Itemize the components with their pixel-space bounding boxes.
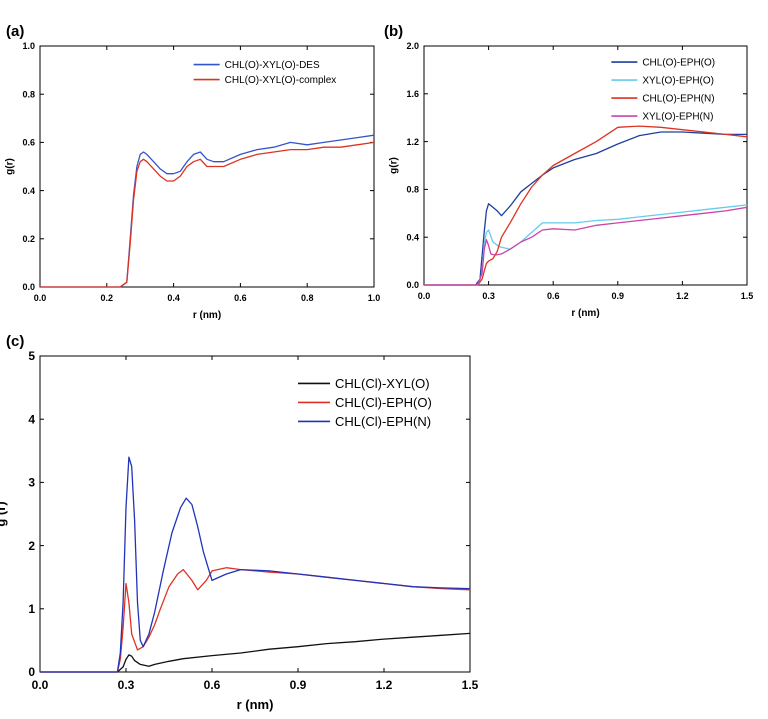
panel-c-series-line-1	[40, 567, 471, 673]
panel-c-plot-frame	[39, 355, 471, 673]
panel-c-x-tick-label: 0.6	[204, 678, 221, 692]
panel-c-chart: 0.0 0.3 0.6 0.9 1.2 1.5 0 1 2 3 4 5 r (nm) g (r) CHL(C…	[0, 349, 479, 712]
panel-c-y-axis-label: g (r)	[0, 501, 8, 526]
panel-b-y-tick-label: 1.6	[406, 89, 419, 99]
panel-a-x-tick-label: 0.0	[34, 293, 47, 303]
panel-b-x-tick-label: 1.5	[741, 291, 754, 301]
panel-a-x-axis-label: r (nm)	[193, 310, 221, 321]
panel-b-x-tick-label: 0.6	[547, 291, 560, 301]
panel-b-x-tick-label: 0.0	[418, 291, 431, 301]
panel-b-x-tick-label: 0.9	[612, 291, 625, 301]
panel-c-legend-label-1: CHL(Cl)-EPH(O)	[335, 395, 432, 410]
panel-a-legend-label-1: CHL(O)-XYL(O)-complex	[225, 75, 337, 86]
panel-b-y-tick-label: 0.4	[406, 232, 419, 242]
panel-b-y-tick-label: 2.0	[406, 41, 419, 51]
panel-b-legend-label-2: CHL(O)-EPH(N)	[642, 94, 714, 105]
panel-b-x-tick-label: 1.2	[676, 291, 689, 301]
panel-c-legend-label-2: CHL(Cl)-EPH(N)	[335, 414, 431, 429]
panel-c-x-tick-label: 1.2	[376, 678, 393, 692]
panel-c-tag: (c)	[6, 333, 24, 350]
panel-b-plot-frame	[423, 45, 748, 286]
panel-c-y-tick-label: 4	[28, 412, 35, 426]
panel-a-x-tick-label: 0.4	[167, 293, 180, 303]
panel-b-tag: (b)	[384, 23, 403, 40]
panel-b-y-axis-label: g(r)	[389, 157, 400, 174]
panel-a-y-tick-label: 0.4	[22, 186, 35, 196]
panel-a-y-tick-label: 0.6	[22, 138, 35, 148]
panel-a-y-tick-label: 1.0	[22, 41, 35, 51]
panel-c-x-tick-label: 0.0	[32, 678, 49, 692]
panel-b-y-tick-label: 0.0	[406, 280, 419, 290]
panel-a-series-line-1	[40, 141, 375, 288]
panel-b-series-line-2	[424, 125, 748, 286]
panel-b-legend-label-1: XYL(O)-EPH(O)	[642, 76, 714, 87]
panel-c-legend-label-0: CHL(Cl)-XYL(O)	[335, 376, 430, 391]
panel-b-y-tick-label: 1.2	[406, 137, 419, 147]
panel-b-legend-label-3: XYL(O)-EPH(N)	[642, 112, 713, 123]
panel-c-series-line-0	[40, 632, 471, 673]
panel-b-series-line-1	[424, 204, 748, 286]
panel-b-x-tick-label: 0.3	[482, 291, 495, 301]
panel-c-y-tick-label: 5	[28, 349, 35, 363]
panel-a-series-line-0	[40, 134, 375, 288]
panel-a-plot-frame	[39, 45, 375, 288]
panel-c-y-tick-label: 0	[28, 665, 35, 679]
panel-c-y-tick-label: 2	[28, 539, 35, 553]
panel-a-chart: 0.0 0.2 0.4 0.6 0.8 1.0 0.0 0.2 0.4 0.6 0.8 1.0 r (n…	[5, 41, 381, 321]
panel-b-chart: 0.0 0.3 0.6 0.9 1.2 1.5 0.0 0.4 0.8 1.2 1.6 2.0 r (n…	[389, 41, 754, 319]
panel-a-y-tick-label: 0.2	[22, 234, 35, 244]
panel-b-series-line-0	[424, 131, 747, 286]
panel-c-x-tick-label: 1.5	[462, 678, 479, 692]
panel-b-y-tick-label: 0.8	[406, 185, 419, 195]
panel-a-tag: (a)	[6, 23, 24, 40]
panel-a-legend-label-0: CHL(O)-XYL(O)-DES	[225, 60, 320, 71]
panel-a-x-tick-label: 0.2	[101, 293, 114, 303]
panel-c-x-tick-label: 0.9	[290, 678, 307, 692]
panel-a-y-tick-label: 0.8	[22, 89, 35, 99]
panel-c-x-tick-label: 0.3	[118, 678, 135, 692]
panel-b-series-line-3	[424, 206, 748, 286]
panel-b-legend-label-0: CHL(O)-EPH(O)	[642, 58, 715, 69]
panel-b-x-axis-label: r (nm)	[571, 308, 599, 319]
panel-c-series-line-2	[40, 456, 471, 673]
panel-a-x-tick-label: 1.0	[368, 293, 381, 303]
panel-c-y-tick-label: 1	[28, 602, 35, 616]
panel-a-x-tick-label: 0.8	[301, 293, 314, 303]
panel-c-y-tick-label: 3	[28, 476, 35, 490]
panel-a-y-tick-label: 0.0	[22, 282, 35, 292]
panel-a-y-axis-label: g(r)	[5, 158, 16, 175]
panel-a-x-tick-label: 0.6	[234, 293, 247, 303]
panel-c-x-axis-label: r (nm)	[237, 697, 274, 712]
